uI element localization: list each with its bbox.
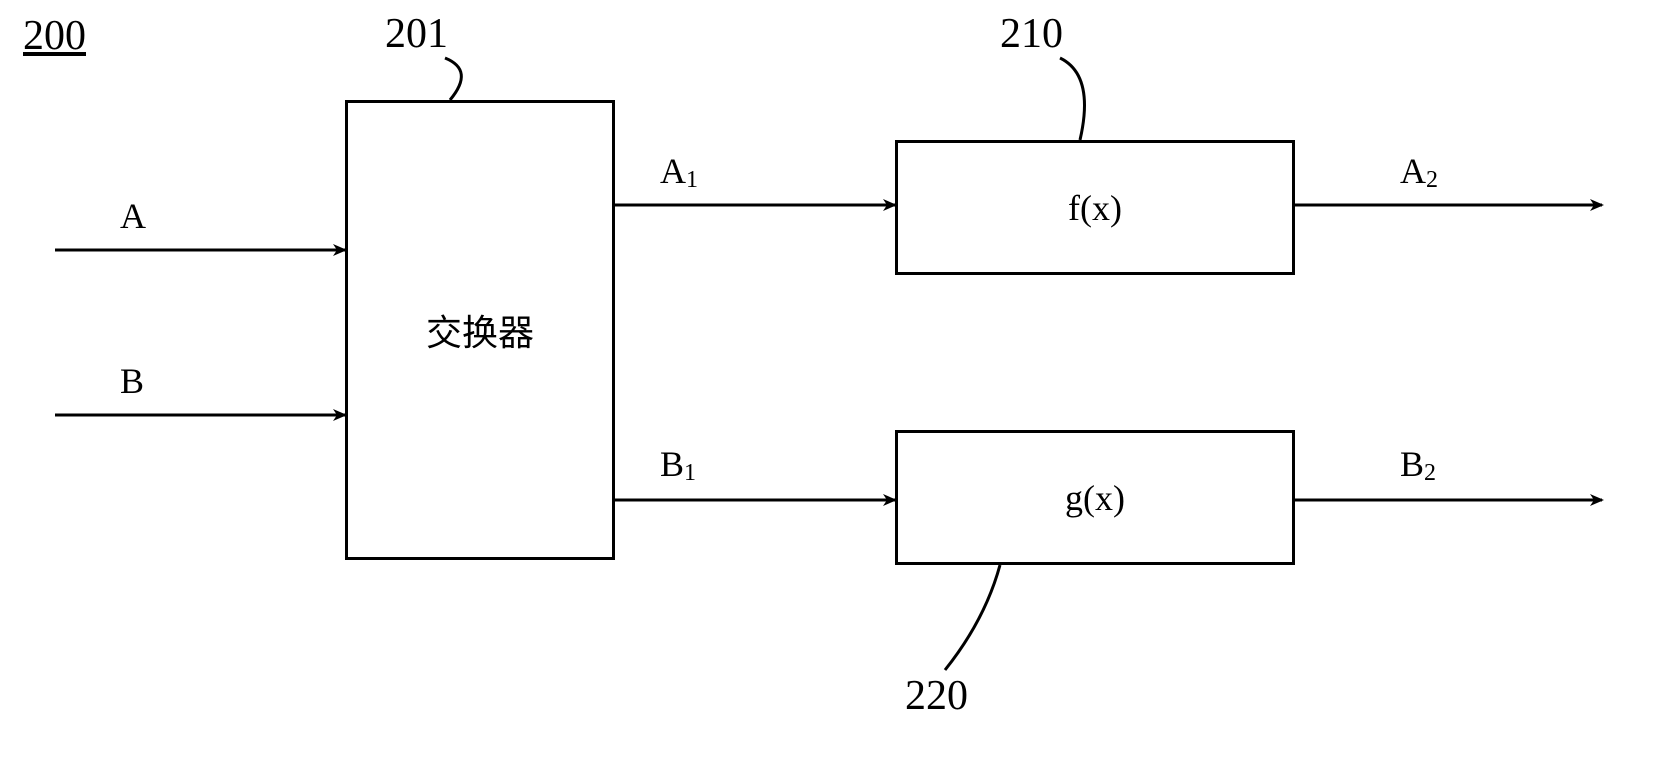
callout-201: [445, 58, 461, 100]
callout-210: [1060, 58, 1085, 140]
callout-220: [945, 565, 1000, 670]
callouts-layer: [0, 0, 1672, 758]
